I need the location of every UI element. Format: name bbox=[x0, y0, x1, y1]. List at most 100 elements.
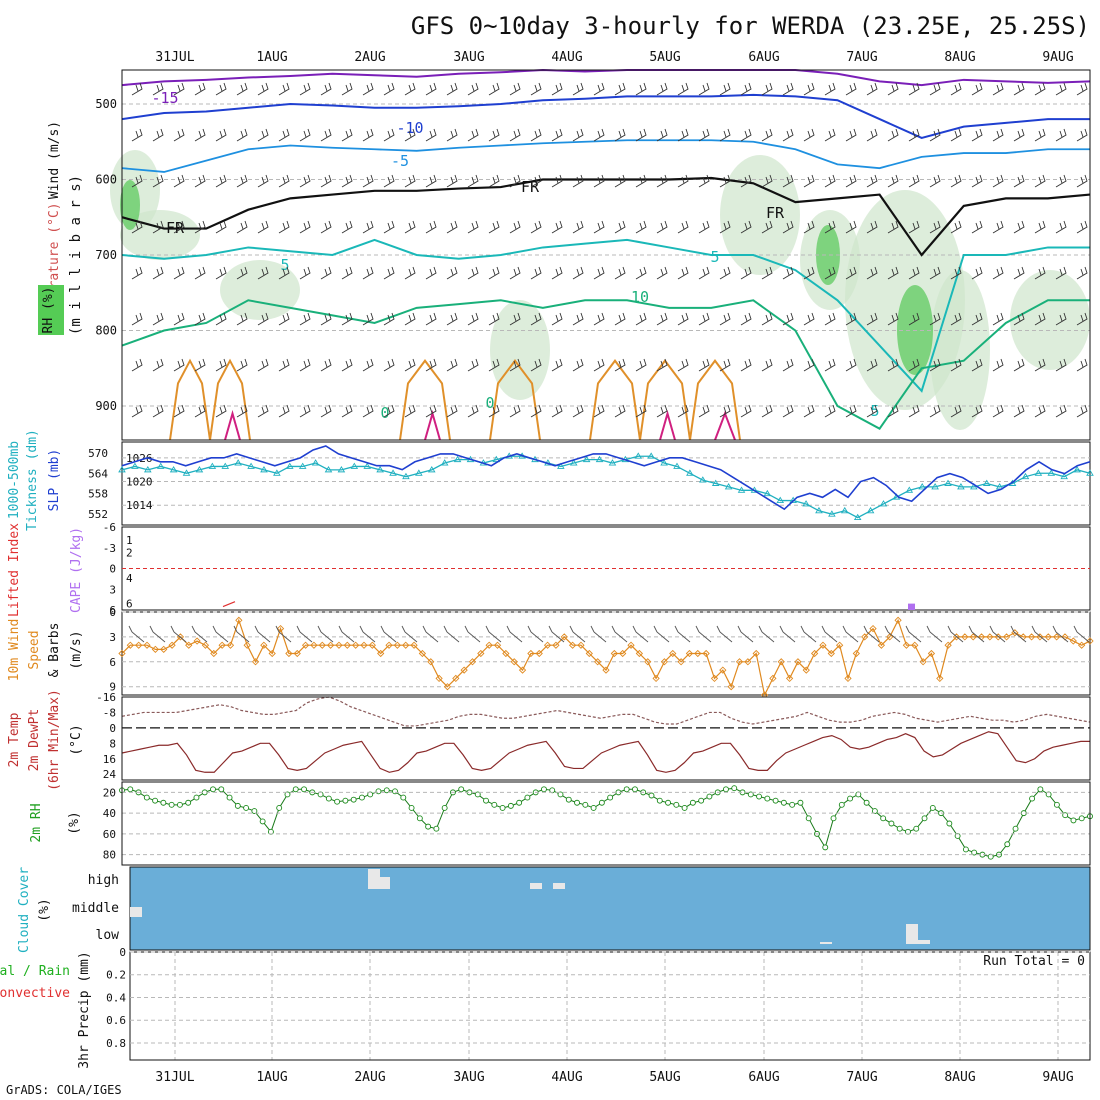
wind-barb bbox=[173, 358, 185, 372]
thickness-point bbox=[260, 465, 268, 473]
wind-speed-point bbox=[251, 658, 260, 666]
wind-speed-point bbox=[894, 616, 902, 624]
wind-speed-point bbox=[719, 666, 727, 674]
rh-point bbox=[822, 844, 829, 851]
rh-point bbox=[689, 799, 696, 806]
rh-point bbox=[425, 823, 432, 830]
thickness-point bbox=[686, 469, 694, 476]
rh-point bbox=[392, 788, 398, 795]
wind-barb bbox=[803, 266, 815, 280]
rh-point bbox=[176, 801, 183, 808]
wind-speed-point bbox=[443, 683, 452, 691]
thickness-point bbox=[427, 465, 436, 473]
thickness-point bbox=[208, 462, 217, 469]
wind-speed-point bbox=[852, 649, 860, 658]
date-label-top: 3AUG bbox=[453, 50, 484, 65]
wind-speed-point bbox=[961, 633, 969, 641]
wind-barb bbox=[929, 312, 941, 326]
wind-barb-10m bbox=[254, 625, 271, 643]
cloud-level-low: low bbox=[96, 928, 120, 943]
wind-barb bbox=[740, 220, 752, 234]
wind-barb bbox=[152, 128, 164, 142]
ylabel-precip: 3hr Precip (mm) bbox=[77, 951, 92, 1068]
wind-barb bbox=[971, 174, 983, 188]
wind-barb-10m bbox=[527, 625, 544, 643]
ytick-precip: 0 bbox=[119, 946, 126, 959]
wind-barb bbox=[614, 220, 626, 234]
wind-barb bbox=[173, 312, 185, 326]
wind-barb bbox=[278, 174, 290, 188]
date-label-top: 31JUL bbox=[155, 50, 194, 65]
thickness-point bbox=[1047, 469, 1056, 476]
wind-speed-point bbox=[777, 658, 785, 666]
wind-speed-point bbox=[927, 649, 936, 658]
rh-shade bbox=[720, 155, 800, 275]
thickness-point bbox=[285, 462, 294, 469]
rh-shade-high bbox=[120, 180, 140, 230]
wind-speed-point bbox=[727, 683, 735, 691]
wind-barb bbox=[257, 220, 269, 234]
wind-barb bbox=[971, 404, 983, 418]
rh-point bbox=[160, 799, 167, 806]
wind-barb bbox=[614, 404, 626, 418]
wind-barb bbox=[803, 312, 815, 326]
rh-point bbox=[946, 820, 953, 827]
rh-shade-high bbox=[897, 285, 933, 375]
ytick-slp: 1020 bbox=[126, 476, 153, 489]
rh-point bbox=[334, 798, 341, 805]
thickness-point bbox=[879, 500, 888, 507]
wind-barb bbox=[887, 266, 899, 280]
contour-warm bbox=[209, 358, 251, 441]
ytick-cape: 1 bbox=[126, 534, 133, 547]
wind-speed-point bbox=[752, 649, 760, 658]
wind-barb bbox=[320, 174, 332, 188]
rh-point bbox=[516, 799, 523, 806]
wind-barb bbox=[656, 174, 668, 188]
wind-barb-10m bbox=[1052, 625, 1069, 643]
wind-barb bbox=[509, 404, 521, 418]
wind-barb bbox=[908, 174, 920, 188]
wind-barb bbox=[1055, 82, 1067, 96]
thickness-point bbox=[156, 462, 165, 469]
wind-barb bbox=[929, 266, 941, 280]
wind-barb-10m bbox=[359, 625, 376, 643]
wind-barb bbox=[467, 174, 479, 188]
wind-barb bbox=[593, 128, 605, 142]
wind-barb-10m bbox=[443, 625, 460, 643]
wind-barb bbox=[320, 266, 332, 280]
wind-barb bbox=[845, 312, 857, 326]
rh-point bbox=[574, 799, 580, 806]
wind-barb bbox=[1013, 266, 1025, 280]
wind-barb-10m bbox=[569, 625, 586, 643]
wind-panel-frame bbox=[121, 611, 1091, 696]
wind-barb bbox=[1013, 220, 1025, 234]
rh-point bbox=[681, 804, 688, 811]
cloud-level-high: high bbox=[88, 873, 119, 888]
wind-barb bbox=[656, 266, 668, 280]
wind-barb bbox=[404, 82, 416, 96]
wind-barb bbox=[236, 220, 248, 234]
thickness-point bbox=[363, 462, 372, 469]
thickness-point bbox=[995, 483, 1004, 490]
wind-barb bbox=[572, 82, 584, 96]
wind-barb-10m bbox=[653, 625, 670, 643]
thickness-point bbox=[234, 459, 242, 466]
wind-barb-10m bbox=[779, 625, 796, 643]
wind-speed-point bbox=[936, 674, 944, 683]
wind-barb bbox=[1076, 312, 1088, 326]
rh-point bbox=[276, 804, 283, 811]
rh-point bbox=[665, 799, 672, 806]
thickness-point bbox=[298, 462, 307, 469]
contour-label: -10 bbox=[396, 119, 423, 137]
wind-barb-10m bbox=[212, 625, 229, 643]
date-label-top: 6AUG bbox=[748, 50, 779, 65]
rh-point bbox=[598, 799, 605, 806]
thickness-point bbox=[453, 455, 462, 463]
rh-point bbox=[1070, 817, 1077, 824]
rh-point bbox=[383, 787, 390, 794]
wind-barb-10m bbox=[842, 625, 859, 643]
wind-barb bbox=[215, 220, 227, 234]
ytick-precip: 0.4 bbox=[106, 991, 126, 1004]
wind-speed-point bbox=[610, 649, 618, 658]
thickness-point bbox=[221, 462, 230, 469]
